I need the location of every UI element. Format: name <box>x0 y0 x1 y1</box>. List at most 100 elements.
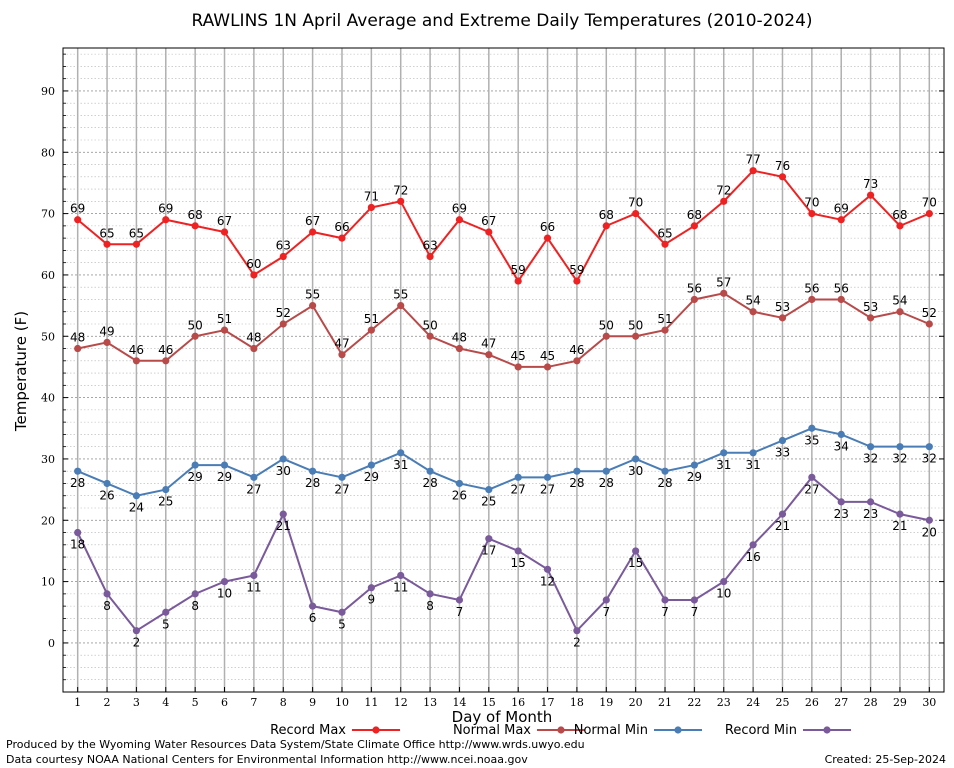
x-tick-label: 12 <box>394 696 408 709</box>
data-point <box>191 332 199 340</box>
data-point <box>74 344 82 353</box>
x-tick-label: 28 <box>864 696 878 709</box>
data-point <box>543 473 552 481</box>
x-tick-label: 30 <box>922 696 936 709</box>
x-tick-label: 1 <box>74 696 81 709</box>
data-label: 48 <box>70 331 85 345</box>
data-label: 59 <box>511 263 526 277</box>
data-point <box>132 240 141 248</box>
data-label: 67 <box>217 214 232 228</box>
data-point <box>632 455 640 463</box>
data-point <box>896 308 904 316</box>
data-point <box>338 608 346 616</box>
data-point <box>720 289 728 297</box>
data-point <box>103 479 111 488</box>
x-tick-label: 27 <box>834 696 848 709</box>
data-point <box>866 443 875 451</box>
data-point <box>338 234 346 242</box>
data-label: 51 <box>657 312 672 326</box>
data-point <box>632 332 640 340</box>
data-point <box>808 295 816 304</box>
data-point <box>720 578 728 586</box>
data-label: 56 <box>834 281 849 295</box>
data-point <box>279 455 287 463</box>
data-point <box>602 596 610 604</box>
data-label: 27 <box>804 482 819 496</box>
data-point <box>866 314 875 322</box>
data-label: 76 <box>775 159 790 173</box>
data-point <box>455 596 464 604</box>
y-tick-label: 0 <box>48 637 55 650</box>
data-label: 2 <box>573 636 581 650</box>
data-point <box>837 295 845 304</box>
legend-label: Normal Max <box>453 723 531 738</box>
footer-created: Created: 25-Sep-2024 <box>824 753 946 766</box>
data-label: 68 <box>188 208 203 222</box>
x-tick-label: 14 <box>452 696 466 709</box>
data-label: 5 <box>338 617 346 631</box>
data-point <box>309 228 317 236</box>
data-label: 8 <box>191 599 199 613</box>
data-label: 46 <box>569 343 584 357</box>
data-point <box>514 277 522 285</box>
data-point <box>426 332 434 340</box>
data-label: 49 <box>99 324 114 338</box>
data-label: 5 <box>162 617 170 631</box>
data-label: 15 <box>511 556 526 570</box>
data-point <box>279 252 287 261</box>
data-label: 53 <box>775 300 790 314</box>
x-tick-label: 13 <box>423 696 437 709</box>
legend-label: Record Min <box>725 723 797 738</box>
data-label: 70 <box>804 196 819 210</box>
data-point <box>162 608 170 616</box>
data-label: 53 <box>863 300 878 314</box>
data-label: 16 <box>745 550 760 564</box>
footer-data-courtesy: Data courtesy NOAA National Centers for … <box>6 753 528 766</box>
data-point <box>661 467 669 475</box>
data-label: 6 <box>309 611 317 625</box>
y-tick-label: 50 <box>41 330 55 343</box>
data-label: 21 <box>775 519 790 533</box>
legend-marker <box>823 726 831 734</box>
data-label: 65 <box>99 226 114 240</box>
data-point <box>778 314 787 322</box>
data-label: 21 <box>892 519 907 533</box>
footer-produced-by: Produced by the Wyoming Water Resources … <box>6 738 585 751</box>
data-label: 18 <box>70 538 85 552</box>
data-label: 69 <box>452 202 467 216</box>
data-point <box>162 216 170 224</box>
data-label: 57 <box>716 275 731 289</box>
data-label: 59 <box>569 263 584 277</box>
data-label: 70 <box>922 196 937 210</box>
data-point <box>573 357 581 365</box>
data-point <box>279 510 287 518</box>
x-axis-label: Day of Month <box>452 708 553 726</box>
y-tick-label: 60 <box>41 269 55 282</box>
series-line <box>76 475 930 633</box>
data-point <box>514 473 522 481</box>
data-point <box>690 461 698 469</box>
data-point <box>749 167 757 175</box>
data-label: 55 <box>305 288 320 302</box>
data-label: 12 <box>540 574 555 588</box>
y-tick-label: 20 <box>41 514 55 527</box>
legend-entry: Normal Max <box>453 723 585 738</box>
data-label: 31 <box>716 458 731 472</box>
data-label: 27 <box>511 482 526 496</box>
x-tick-label: 25 <box>775 696 789 709</box>
data-label: 28 <box>70 476 85 490</box>
data-point <box>866 498 875 506</box>
data-label: 7 <box>602 605 610 619</box>
data-point <box>602 222 610 230</box>
data-point <box>220 461 229 469</box>
data-label: 67 <box>305 214 320 228</box>
legend-entry: Record Min <box>725 723 851 738</box>
x-tick-label: 21 <box>658 696 672 709</box>
x-tick-label: 19 <box>599 696 613 709</box>
data-label: 51 <box>217 312 232 326</box>
data-label: 45 <box>540 349 555 363</box>
data-label: 26 <box>99 488 114 502</box>
